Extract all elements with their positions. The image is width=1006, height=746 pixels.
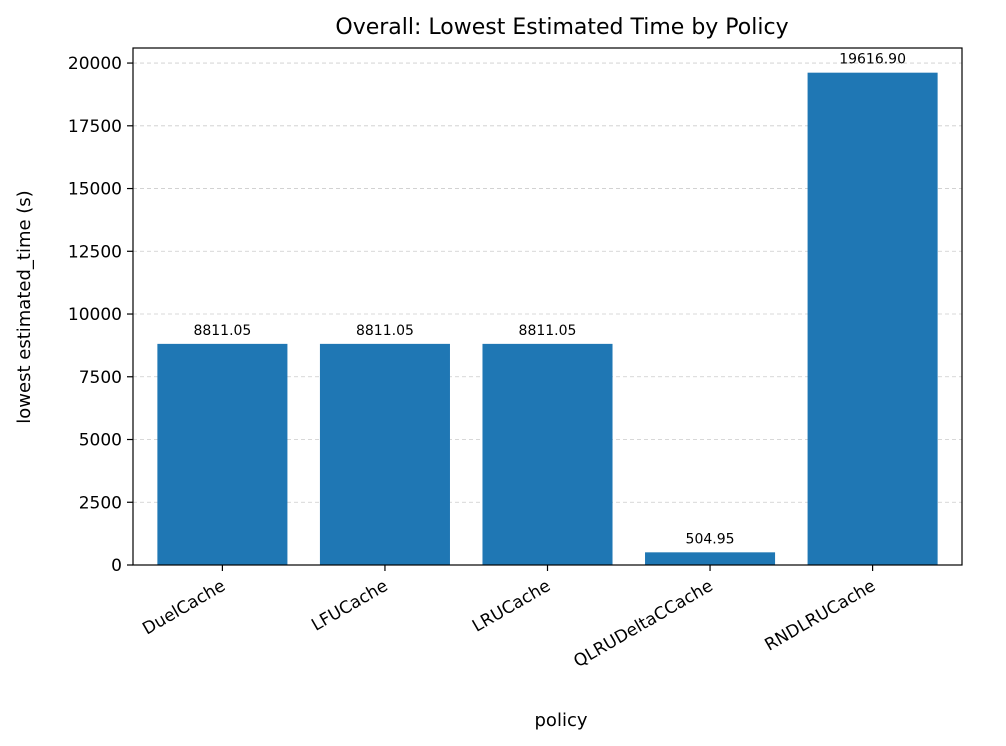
y-axis-ticks: 0 2500 5000 7500 10000 12500 15000 17500 20000 <box>68 54 133 576</box>
y-tick-label: 10000 <box>68 305 122 325</box>
y-tick-label: 2500 <box>79 493 122 513</box>
y-axis-label: lowest estimated_time (s) <box>14 190 35 423</box>
x-tick-label: QLRUDeltaCCache <box>570 576 716 672</box>
y-tick-label: 7500 <box>79 368 122 388</box>
y-tick-label: 12500 <box>68 242 122 262</box>
bar-qlrudeltaccache <box>645 552 776 565</box>
x-tick-label: RNDLRUCache <box>762 576 880 655</box>
x-axis-ticks: DuelCache LFUCache LRUCache QLRUDeltaCCache… <box>139 565 879 672</box>
y-tick-label: 5000 <box>79 431 122 451</box>
bar-value-label: 19616.90 <box>839 52 906 68</box>
bar-value-labels: 8811.05 8811.05 8811.05 504.95 19616.90 <box>193 52 906 548</box>
x-tick-label: LRUCache <box>469 576 554 637</box>
bar-value-label: 8811.05 <box>356 323 414 339</box>
bar-value-label: 8811.05 <box>519 323 577 339</box>
bar-rndlrucache <box>807 72 938 565</box>
x-axis-label: policy <box>535 710 588 731</box>
bar-value-label: 8811.05 <box>193 323 251 339</box>
bar-lfucache <box>319 343 450 565</box>
y-tick-label: 17500 <box>68 117 122 137</box>
y-tick-label: 15000 <box>68 180 122 200</box>
y-tick-label: 0 <box>111 556 122 576</box>
x-tick-label: LFUCache <box>308 576 391 636</box>
bar-value-label: 504.95 <box>686 531 735 547</box>
bar-lrucache <box>482 343 613 565</box>
y-tick-label: 20000 <box>68 54 122 74</box>
bar-duelcache <box>157 343 288 565</box>
x-tick-label: DuelCache <box>139 576 229 639</box>
chart-title: Overall: Lowest Estimated Time by Policy <box>335 15 788 40</box>
bars <box>157 72 938 565</box>
